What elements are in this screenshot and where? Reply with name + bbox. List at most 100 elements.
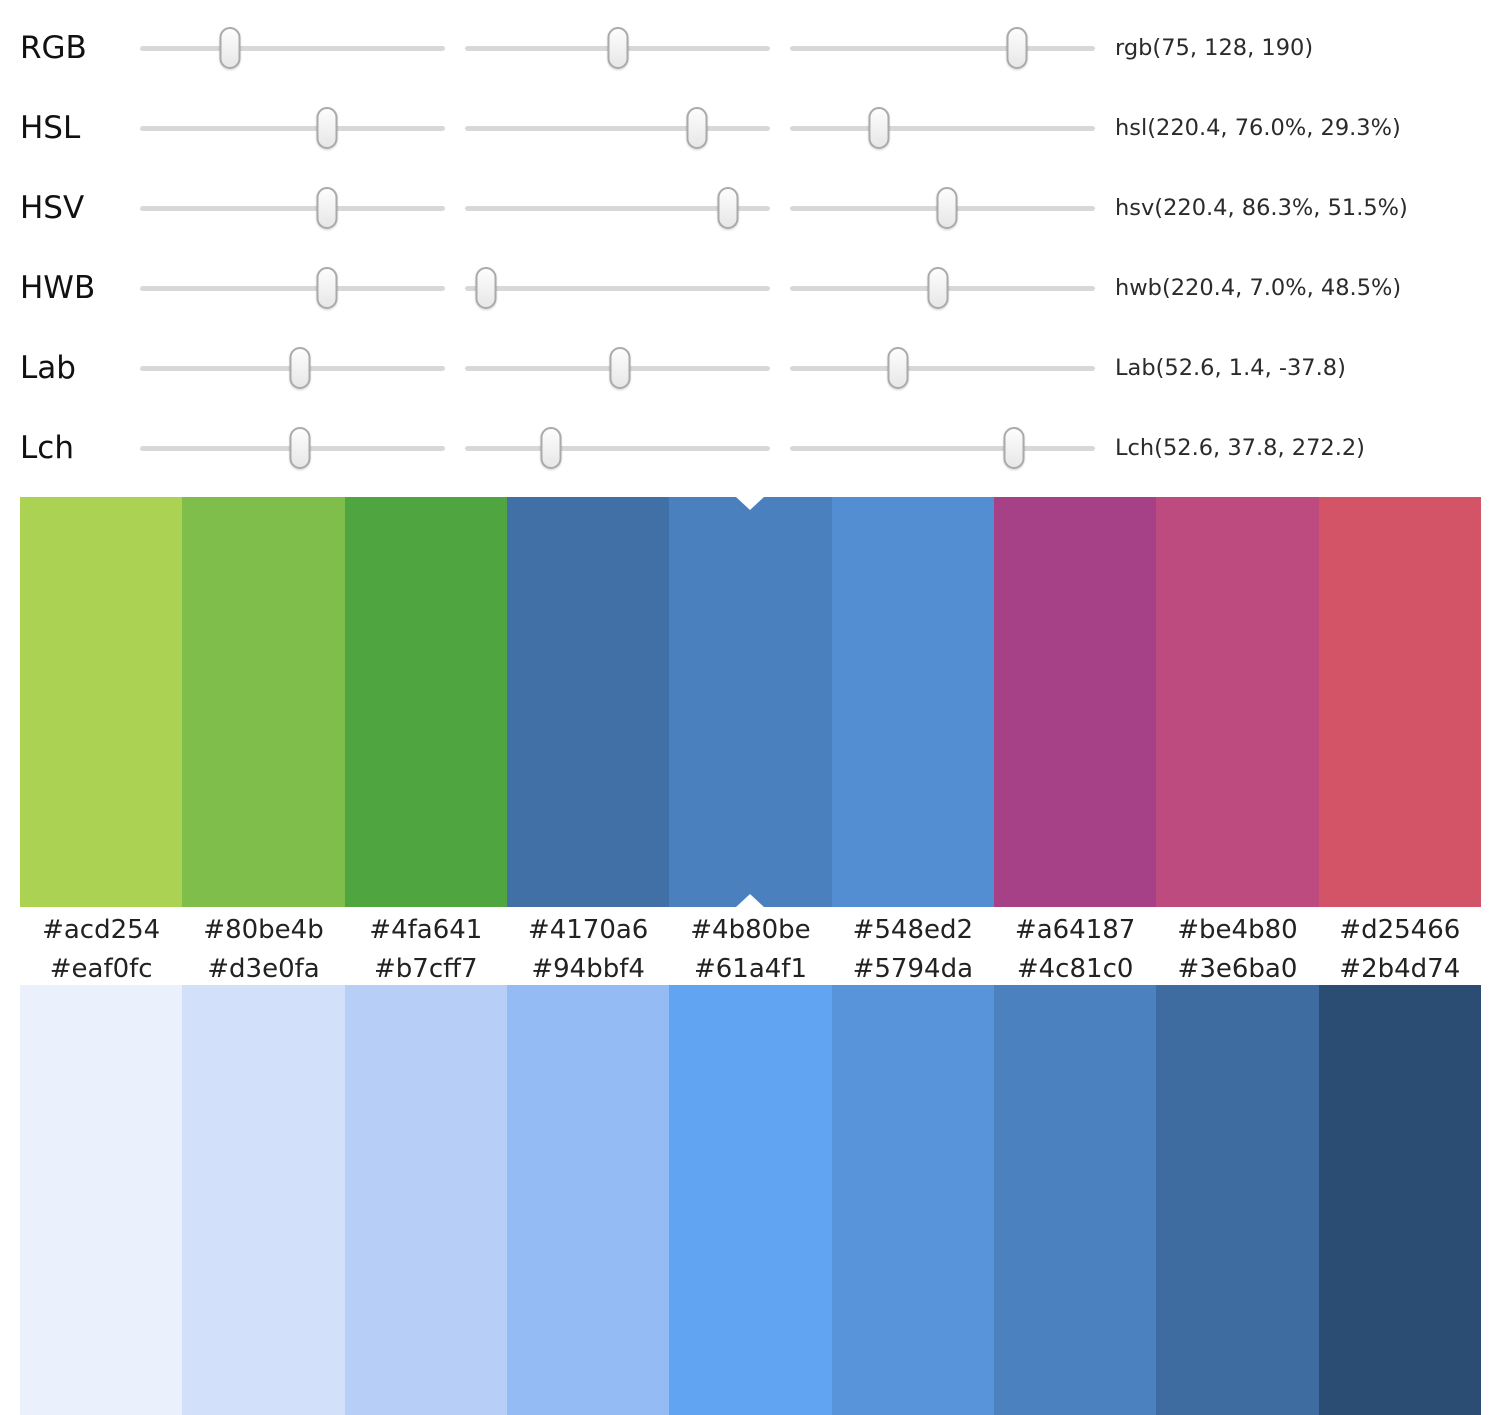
rgb-slider-red[interactable]: [140, 22, 445, 74]
slider-value-text: Lch(52.6, 37.8, 272.2): [1115, 435, 1365, 461]
slider-track[interactable]: [465, 285, 770, 291]
slider-row-lab: Lab Lab(52.6, 1.4, -37.8): [0, 328, 1501, 408]
slider-track[interactable]: [140, 285, 445, 291]
slider-thumb[interactable]: [717, 187, 739, 229]
palette-swatch[interactable]: [831, 985, 994, 1415]
palette-swatch[interactable]: [506, 497, 670, 907]
slider-thumb[interactable]: [868, 107, 890, 149]
swatch-hex-label: #a64187: [1014, 915, 1136, 945]
palette-swatch[interactable]: [344, 497, 507, 907]
swatch-hex-label: #be4b80: [1177, 915, 1298, 945]
swatch-hex-label: #d3e0fa: [207, 954, 320, 984]
slider-thumb[interactable]: [289, 427, 311, 469]
slider-track[interactable]: [790, 125, 1095, 131]
palette-swatch[interactable]: [506, 985, 670, 1415]
rgb-slider-blue[interactable]: [790, 22, 1095, 74]
slider-thumb[interactable]: [936, 187, 958, 229]
swatch-hex-label: #d25466: [1339, 915, 1461, 945]
palette-swatch[interactable]: [669, 985, 832, 1415]
slider-track[interactable]: [140, 205, 445, 211]
hwb-slider-blackness[interactable]: [790, 262, 1095, 314]
slider-track[interactable]: [465, 445, 770, 451]
slider-thumb[interactable]: [887, 347, 909, 389]
slider-row-label: HWB: [20, 270, 96, 306]
palette-swatch[interactable]: [182, 497, 345, 907]
palette-swatch[interactable]: [831, 497, 994, 907]
slider-thumb[interactable]: [289, 347, 311, 389]
palette-strip-hues: [20, 497, 1481, 907]
slider-value-text: Lab(52.6, 1.4, -37.8): [1115, 355, 1346, 381]
palette-swatch[interactable]: [993, 985, 1157, 1415]
hsv-slider-saturation[interactable]: [465, 182, 770, 234]
slider-track[interactable]: [790, 445, 1095, 451]
hwb-slider-whiteness[interactable]: [465, 262, 770, 314]
slider-row-label: HSL: [20, 110, 81, 146]
hex-label-row-hues: #acd254 #80be4b #4fa641 #4170a6 #4b80be …: [20, 907, 1481, 953]
swatch-hex-label: #94bbf4: [531, 954, 645, 984]
swatch-hex-label: #4170a6: [527, 915, 649, 945]
slider-thumb[interactable]: [316, 187, 338, 229]
palette-swatch[interactable]: [344, 985, 507, 1415]
hsv-slider-hue[interactable]: [140, 182, 445, 234]
slider-row-lch: Lch Lch(52.6, 37.8, 272.2): [0, 408, 1501, 488]
slider-value-text: rgb(75, 128, 190): [1115, 35, 1314, 61]
palette-swatch[interactable]: [1156, 985, 1319, 1415]
palette-swatch-selected[interactable]: [669, 497, 832, 907]
slider-track[interactable]: [465, 205, 770, 211]
palette-swatch[interactable]: [20, 985, 183, 1415]
hwb-slider-hue[interactable]: [140, 262, 445, 314]
slider-row-label: Lab: [20, 350, 76, 386]
slider-track[interactable]: [140, 45, 445, 51]
slider-thumb[interactable]: [686, 107, 708, 149]
slider-value-text: hsv(220.4, 86.3%, 51.5%): [1115, 195, 1408, 221]
slider-row-hsv: HSV hsv(220.4, 86.3%, 51.5%): [0, 168, 1501, 248]
slider-track[interactable]: [790, 365, 1095, 371]
hex-label-row-shades: #eaf0fc #d3e0fa #b7cff7 #94bbf4 #61a4f1 …: [20, 953, 1481, 985]
hsl-slider-saturation[interactable]: [465, 102, 770, 154]
palette-swatch[interactable]: [993, 497, 1157, 907]
swatch-hex-label: #4fa641: [369, 915, 483, 945]
slider-track[interactable]: [465, 125, 770, 131]
slider-thumb[interactable]: [219, 27, 241, 69]
hsl-slider-hue[interactable]: [140, 102, 445, 154]
lch-slider-l[interactable]: [140, 422, 445, 474]
slider-panel: RGB rgb(75, 128, 190) HSL hsl(220.4,: [0, 0, 1501, 488]
slider-track[interactable]: [790, 45, 1095, 51]
hsv-slider-value[interactable]: [790, 182, 1095, 234]
palette-swatch[interactable]: [1318, 985, 1481, 1415]
swatch-hex-label: #4c81c0: [1016, 954, 1134, 984]
slider-thumb[interactable]: [1003, 427, 1025, 469]
slider-thumb[interactable]: [316, 267, 338, 309]
swatch-hex-label: #5794da: [852, 954, 973, 984]
swatch-hex-label: #61a4f1: [693, 954, 807, 984]
slider-thumb[interactable]: [475, 267, 497, 309]
lch-slider-chroma[interactable]: [465, 422, 770, 474]
swatch-hex-label: #548ed2: [852, 915, 974, 945]
slider-thumb[interactable]: [1006, 27, 1028, 69]
hsl-slider-lightness[interactable]: [790, 102, 1095, 154]
palette-swatch[interactable]: [20, 497, 183, 907]
slider-thumb[interactable]: [607, 27, 629, 69]
palette-swatch[interactable]: [1318, 497, 1481, 907]
lab-slider-l[interactable]: [140, 342, 445, 394]
lch-slider-hue[interactable]: [790, 422, 1095, 474]
selection-notch-top-icon: [736, 497, 765, 510]
selection-notch-bottom-icon: [736, 894, 765, 907]
lab-slider-a[interactable]: [465, 342, 770, 394]
slider-row-rgb: RGB rgb(75, 128, 190): [0, 8, 1501, 88]
slider-row-label: Lch: [20, 430, 74, 466]
swatch-hex-label: #2b4d74: [1339, 954, 1461, 984]
slider-row-hwb: HWB hwb(220.4, 7.0%, 48.5%): [0, 248, 1501, 328]
slider-thumb[interactable]: [927, 267, 949, 309]
palette-swatch[interactable]: [182, 985, 345, 1415]
palette-swatch[interactable]: [1156, 497, 1319, 907]
slider-value-text: hsl(220.4, 76.0%, 29.3%): [1115, 115, 1401, 141]
rgb-slider-green[interactable]: [465, 22, 770, 74]
swatch-hex-label: #80be4b: [203, 915, 324, 945]
slider-thumb[interactable]: [609, 347, 631, 389]
slider-track[interactable]: [140, 125, 445, 131]
slider-thumb[interactable]: [316, 107, 338, 149]
swatch-hex-label: #3e6ba0: [1177, 954, 1298, 984]
lab-slider-b[interactable]: [790, 342, 1095, 394]
slider-thumb[interactable]: [540, 427, 562, 469]
